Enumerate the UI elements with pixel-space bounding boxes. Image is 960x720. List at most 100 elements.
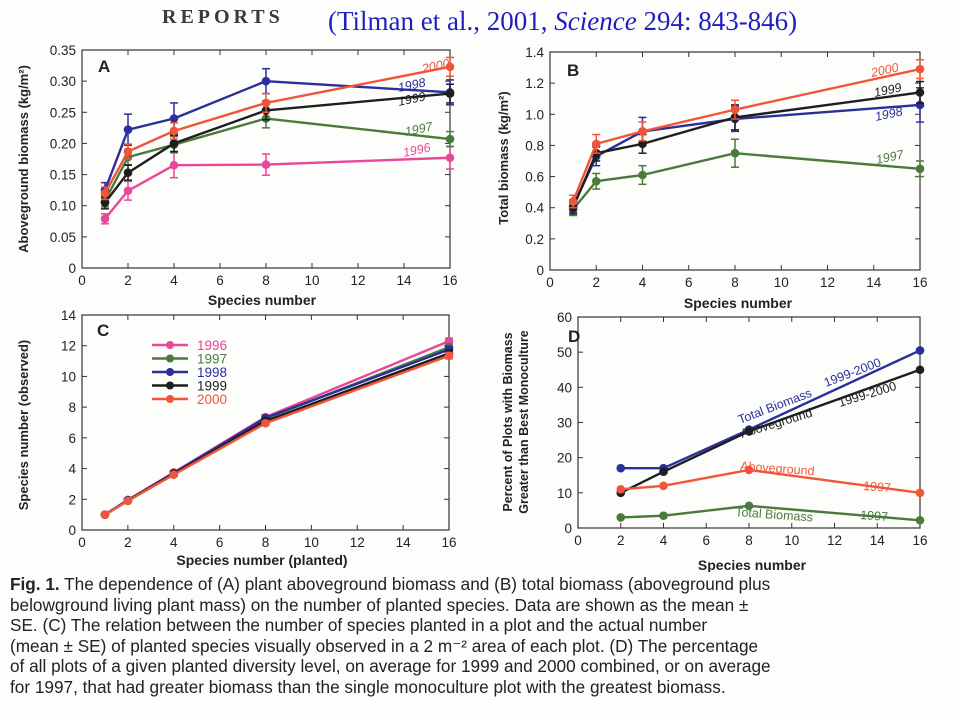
x-tick-label: 2 <box>592 275 600 290</box>
x-axis-label: Species number <box>698 557 807 572</box>
x-tick-label: 8 <box>745 533 753 548</box>
series-2000 <box>100 351 454 519</box>
citation-suffix: 294: 843-846) <box>636 6 798 36</box>
x-tick-label: 16 <box>441 535 456 550</box>
series-line <box>620 349 921 470</box>
series-label: 1996 <box>402 140 432 159</box>
caption-text: (mean ± SE) of planted species visually … <box>10 635 759 656</box>
series-label-period: 1997 <box>860 508 889 524</box>
x-tick-label: 10 <box>784 533 799 548</box>
data-point <box>169 114 179 123</box>
x-tick-label: 2 <box>617 533 625 548</box>
data-point <box>445 62 455 72</box>
series-label: 1998 <box>397 75 427 94</box>
data-point <box>123 168 133 178</box>
legend-label: 1998 <box>197 365 227 380</box>
panel-letter: B <box>567 61 579 80</box>
series-label-period: 1997 <box>863 479 892 495</box>
series-label-name: Total Biomass <box>735 505 814 524</box>
series-label: 1999 <box>873 80 903 99</box>
y-tick-label: 10 <box>557 486 572 501</box>
data-point <box>744 426 754 436</box>
panel-letter: A <box>98 57 110 76</box>
x-tick-label: 14 <box>396 535 412 550</box>
y-tick-label: 2 <box>68 492 76 507</box>
x-tick-label: 14 <box>870 533 886 548</box>
data-point <box>261 418 270 428</box>
figure: 0 2 4 6 8 10 12 14 1600.050.100.150.200.250.300.… <box>16 43 928 572</box>
legend-label: 1997 <box>197 352 227 367</box>
data-point <box>261 160 271 169</box>
x-tick-label: 12 <box>350 535 365 550</box>
y-tick-label: 40 <box>557 380 572 395</box>
legend-swatch-marker <box>166 395 174 403</box>
y-tick-label: 14 <box>61 308 77 323</box>
caption-text: belowground living plant mass) on the nu… <box>10 594 749 615</box>
caption-line: SE. (C) The relation between the number … <box>10 615 952 636</box>
data-point <box>445 89 455 98</box>
caption-line: of all plots of a given planted diversit… <box>10 656 952 677</box>
y-axis-label: Aboveground biomass (kg/m²) <box>16 65 31 253</box>
data-point <box>445 153 455 163</box>
y-tick-label: 0.15 <box>50 168 76 183</box>
series-1999 <box>568 80 925 215</box>
series-line <box>572 67 921 202</box>
x-tick-label: 10 <box>304 273 319 288</box>
series-line <box>572 152 921 211</box>
x-axis-label: Species number (planted) <box>176 552 347 568</box>
data-point <box>915 164 925 174</box>
caption-line: for 1997, that had greater biomass than … <box>10 677 952 698</box>
x-tick-label: 0 <box>546 275 554 290</box>
y-tick-label: 10 <box>61 369 76 384</box>
data-point <box>100 198 110 207</box>
citation: (Tilman et al., 2001, Science 294: 843-8… <box>328 6 797 37</box>
data-point <box>445 134 455 144</box>
x-tick-label: 6 <box>702 533 710 548</box>
data-point <box>659 481 668 491</box>
citation-prefix: (Tilman et al., 2001, <box>328 6 555 36</box>
series-label: 1997 <box>404 119 435 139</box>
x-tick-label: 6 <box>216 535 224 550</box>
x-tick-label: 12 <box>350 273 365 288</box>
caption-line: belowground living plant mass) on the nu… <box>10 595 952 616</box>
data-point <box>169 160 179 170</box>
y-tick-label: 0 <box>564 521 572 536</box>
legend-label: 1999 <box>197 379 227 394</box>
legend-label: 1996 <box>197 338 227 353</box>
data-point <box>261 98 271 108</box>
y-tick-label: 0.25 <box>50 105 76 120</box>
x-tick-label: 0 <box>574 533 582 548</box>
y-axis-label: Species number (observed) <box>16 340 31 511</box>
x-tick-label: 4 <box>639 275 647 290</box>
data-point <box>169 470 179 480</box>
caption-text: The dependence of (A) plant aboveground … <box>59 574 771 594</box>
data-point <box>591 176 601 186</box>
data-point <box>744 501 754 511</box>
y-tick-label: 0.6 <box>525 170 544 185</box>
y-tick-label: 1.4 <box>525 45 544 60</box>
data-point <box>444 336 454 346</box>
panel-c: 0 2 4 6 8 10 12 14 16 0 2 4 6 8 10 12 14 Species number (… <box>16 308 457 568</box>
series-label-name: Aboveground <box>740 459 815 478</box>
data-point <box>123 125 133 135</box>
y-axis-label: Percent of Plots with Biomass Greater tha… <box>501 330 531 513</box>
data-point <box>169 139 179 148</box>
y-tick-label: 0.2 <box>525 232 544 247</box>
y-tick-label: 0.20 <box>50 136 76 151</box>
y-axis-label: Total biomass (kg/m²) <box>496 91 511 224</box>
series-label: 2000 <box>420 56 451 76</box>
x-tick-label: 12 <box>827 533 842 548</box>
caption-text: of all plots of a given planted diversit… <box>10 656 771 677</box>
caption-line: (mean ± SE) of planted species visually … <box>10 636 952 657</box>
y-tick-label: 8 <box>68 400 76 415</box>
panel-letter: C <box>97 321 109 340</box>
x-tick-label: 8 <box>731 275 739 290</box>
series-1997 <box>100 342 454 519</box>
legend-swatch-marker <box>166 368 174 376</box>
x-tick-label: 6 <box>685 275 693 290</box>
data-point <box>659 467 668 477</box>
series-line <box>620 504 921 522</box>
legend-label: 2000 <box>197 392 227 407</box>
data-point <box>100 510 110 519</box>
